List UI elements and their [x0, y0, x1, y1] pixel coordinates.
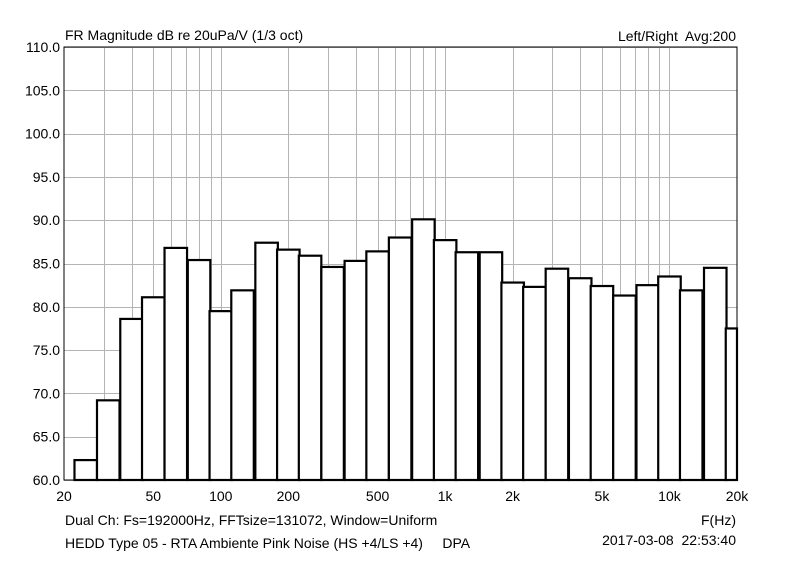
y-tick-label: 80.0 — [33, 299, 60, 315]
bar-band-4000 — [567, 277, 593, 482]
bar-band-40 — [119, 317, 144, 482]
bar-band-800 — [411, 218, 436, 482]
x-tick-label: 1k — [438, 488, 454, 504]
y-tick-label: 70.0 — [33, 385, 60, 401]
x-tick-label: 5k — [595, 488, 611, 504]
measurement-settings: Dual Ch: Fs=192000Hz, FFTsize=131072, Wi… — [65, 512, 438, 528]
bar-band-1250 — [454, 251, 480, 482]
bar-band-3150 — [544, 267, 570, 482]
bar-band-630 — [387, 236, 413, 482]
x-tick-label: 50 — [145, 488, 161, 504]
bar-band-12500 — [678, 289, 704, 482]
bars — [73, 218, 739, 482]
y-tick-label: 75.0 — [33, 342, 60, 358]
bar-band-250 — [297, 254, 323, 482]
y-tick-label: 100.0 — [25, 126, 60, 142]
timestamp: 2017-03-08 22:53:40 — [602, 532, 736, 548]
bar-band-50 — [140, 296, 166, 482]
x-tick-label: 20k — [726, 488, 750, 504]
channel-info: Left/Right Avg:200 — [617, 28, 736, 44]
y-tick-label: 60.0 — [33, 472, 60, 488]
bar-band-160 — [254, 241, 279, 482]
x-axis-unit: F(Hz) — [701, 512, 736, 528]
y-tick-label: 90.0 — [33, 212, 60, 228]
y-tick-label: 110.0 — [26, 39, 60, 55]
x-tick-label: 200 — [277, 488, 301, 504]
bar-band-400 — [343, 259, 369, 482]
chart-title: FR Magnitude dB re 20uPa/V (1/3 oct) — [65, 27, 304, 43]
bar-band-10000 — [657, 275, 682, 482]
bar-band-25 — [73, 458, 99, 482]
bar-band-2000 — [500, 281, 526, 482]
plot-frame — [63, 46, 738, 481]
bar-band-6300 — [612, 294, 637, 482]
bar-band-8000 — [635, 284, 661, 482]
y-axis: 60.0 65.0 70.0 75.0 80.0 85.0 90.0 95.0 100.0 105… — [25, 39, 60, 488]
bar-band-63 — [163, 246, 189, 482]
bar-band-200 — [275, 248, 301, 482]
bar-band-1600 — [478, 251, 504, 482]
bar-band-100 — [208, 310, 234, 482]
y-tick-label: 65.0 — [33, 429, 60, 445]
bar-band-5000 — [589, 284, 615, 482]
x-tick-label: 10k — [658, 488, 682, 504]
bar-band-20000 — [724, 327, 739, 482]
x-tick-label: 500 — [366, 488, 390, 504]
y-tick-label: 105.0 — [25, 82, 60, 98]
x-axis: 20 50 100 200 500 1k 2k 5k 10k 20k — [56, 488, 749, 504]
measurement-description: HEDD Type 05 - RTA Ambiente Pink Noise (… — [65, 535, 471, 551]
bar-band-2500 — [522, 285, 547, 482]
bar-band-16000 — [702, 266, 728, 482]
x-tick-label: 100 — [209, 488, 233, 504]
y-tick-label: 85.0 — [33, 256, 60, 272]
bar-band-80 — [186, 258, 212, 482]
bar-band-125 — [230, 289, 255, 482]
bar-band-315 — [320, 265, 345, 482]
bar-band-31.5 — [95, 399, 121, 482]
bar-band-1000 — [432, 239, 458, 482]
x-tick-label: 20 — [56, 488, 72, 504]
y-tick-label: 95.0 — [33, 169, 60, 185]
bar-band-500 — [365, 250, 390, 482]
x-tick-label: 2k — [505, 488, 521, 504]
